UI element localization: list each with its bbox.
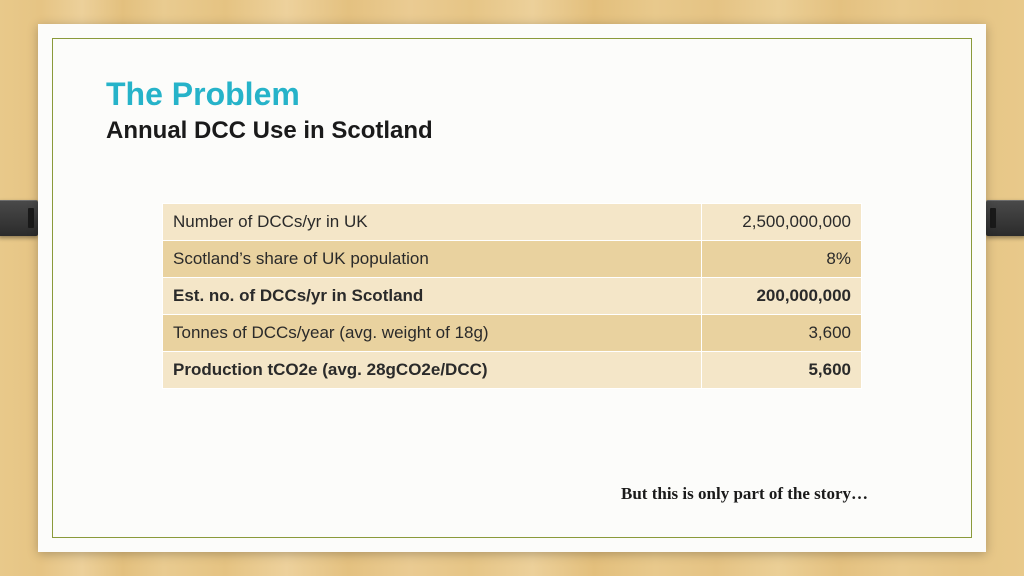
slide-subtitle: Annual DCC Use in Scotland [106,117,918,145]
table-cell-value: 2,500,000,000 [702,204,862,241]
table-cell-label: Est. no. of DCCs/yr in Scotland [163,278,702,315]
table-row: Number of DCCs/yr in UK 2,500,000,000 [163,204,862,241]
table-cell-label: Scotland’s share of UK population [163,241,702,278]
table-cell-value: 200,000,000 [702,278,862,315]
footer-note: But this is only part of the story… [621,484,868,504]
slide-card: The Problem Annual DCC Use in Scotland N… [38,24,986,552]
table-row: Tonnes of DCCs/year (avg. weight of 18g)… [163,315,862,352]
table-row: Est. no. of DCCs/yr in Scotland 200,000,… [163,278,862,315]
slide-title: The Problem [106,76,918,113]
table-row: Scotland’s share of UK population 8% [163,241,862,278]
slide-content: The Problem Annual DCC Use in Scotland N… [106,76,918,512]
table-cell-label: Number of DCCs/yr in UK [163,204,702,241]
table-cell-label: Tonnes of DCCs/year (avg. weight of 18g) [163,315,702,352]
binder-clip-left [0,200,38,236]
binder-clip-right [986,200,1024,236]
table-cell-value: 8% [702,241,862,278]
data-table: Number of DCCs/yr in UK 2,500,000,000 Sc… [162,203,862,389]
data-table-body: Number of DCCs/yr in UK 2,500,000,000 Sc… [163,204,862,389]
table-cell-value: 3,600 [702,315,862,352]
table-cell-label: Production tCO2e (avg. 28gCO2e/DCC) [163,352,702,389]
table-cell-value: 5,600 [702,352,862,389]
table-row: Production tCO2e (avg. 28gCO2e/DCC) 5,60… [163,352,862,389]
